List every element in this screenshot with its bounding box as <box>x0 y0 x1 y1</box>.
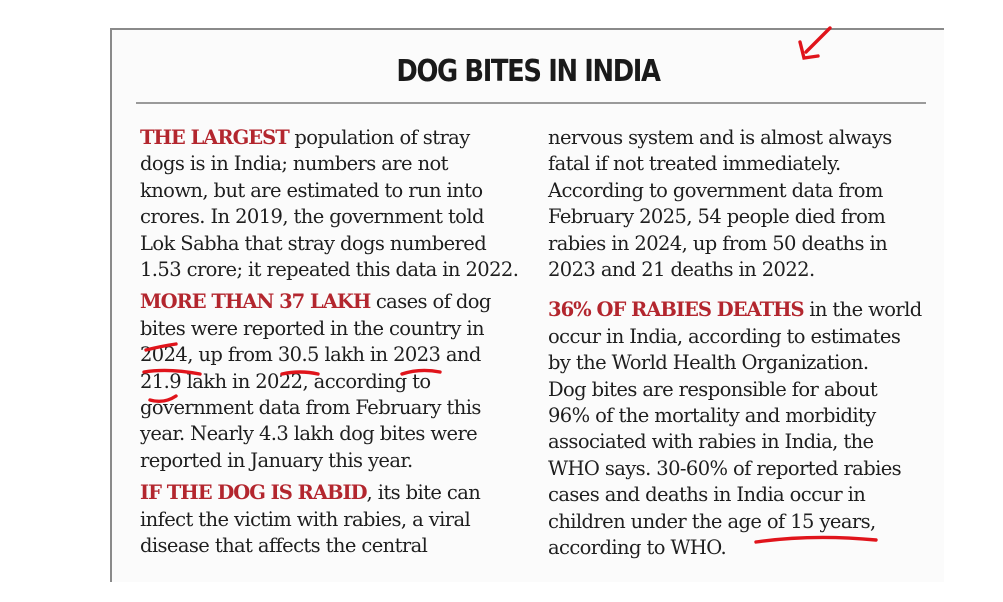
text-line: dogs is in India; numbers are not <box>140 152 449 176</box>
newspaper-clipping: DOG BITES IN INDIA THE LARGEST populatio… <box>110 28 944 582</box>
text-line: According to government data from <box>548 178 883 202</box>
text-line: February 2025, 54 people died from <box>548 205 886 229</box>
text-line: population of stray <box>288 126 470 149</box>
text-line: according to WHO. <box>548 536 727 560</box>
text-line: rabies in 2024, up from 50 deaths in <box>548 231 888 255</box>
text-line: 2023 and 21 deaths in 2022. <box>548 258 815 282</box>
paragraph-rabid: IF THE DOG IS RABID, its bite can infect… <box>140 480 510 559</box>
text-line: cases of dog <box>370 290 492 314</box>
text-line: children under the age of 15 years, <box>548 509 876 533</box>
text-line: in the world <box>803 298 922 322</box>
left-column: THE LARGEST population of stray dogs is … <box>140 125 519 566</box>
text-line: infect the victim with rabies, a viral <box>140 507 471 531</box>
paragraph-largest: THE LARGEST population of stray dogs is … <box>140 125 519 283</box>
text-line: crores. In 2019, the government told <box>140 205 484 229</box>
lead-in: MORE THAN 37 LAKH <box>140 290 371 314</box>
paragraph-continued: nervous system and is almost always fata… <box>548 125 928 283</box>
text-line: fatal if not treated immediately. <box>548 152 841 176</box>
lead-in: THE LARGEST <box>140 126 290 149</box>
text-line: nervous system and is almost always <box>548 126 892 149</box>
text-line: disease that affects the central <box>140 534 428 558</box>
headline-rule <box>136 102 926 104</box>
text-line: by the World Health Organization. <box>548 351 869 375</box>
headline: DOG BITES IN INDIA <box>396 54 661 89</box>
text-line: occur in India, according to estimates <box>548 324 901 348</box>
text-line: Lok Sabha that stray dogs numbered <box>140 231 487 255</box>
text-line: 96% of the mortality and morbidity <box>548 404 876 428</box>
text-line: Dog bites are responsible for about <box>548 377 878 401</box>
text-line: bites were reported in the country in <box>140 316 485 340</box>
text-line: associated with rabies in India, the <box>548 430 874 454</box>
lead-in: IF THE DOG IS RABID <box>140 481 368 505</box>
text-line: 21.9 lakh in 2022, according to <box>140 369 431 393</box>
right-column: nervous system and is almost always fata… <box>548 125 928 568</box>
text-line: reported in January this year. <box>140 448 413 472</box>
text-line: cases and deaths in India occur in <box>548 483 866 507</box>
text-line: 2024, up from 30.5 lakh in 2023 and <box>140 343 481 367</box>
text-line: , its bite can <box>366 481 481 505</box>
text-line: 1.53 crore; it repeated this data in 202… <box>140 258 519 282</box>
text-line: known, but are estimated to run into <box>140 178 483 202</box>
paragraph-36-percent: 36% OF RABIES DEATHS in the world occur … <box>548 297 928 561</box>
text-line: year. Nearly 4.3 lakh dog bites were <box>140 422 478 446</box>
lead-in: 36% OF RABIES DEATHS <box>548 298 805 322</box>
text-line: government data from February this <box>140 396 481 420</box>
text-line: WHO says. 30-60% of reported rabies <box>548 456 902 480</box>
paragraph-37-lakh: MORE THAN 37 LAKH cases of dog bites wer… <box>140 289 510 474</box>
